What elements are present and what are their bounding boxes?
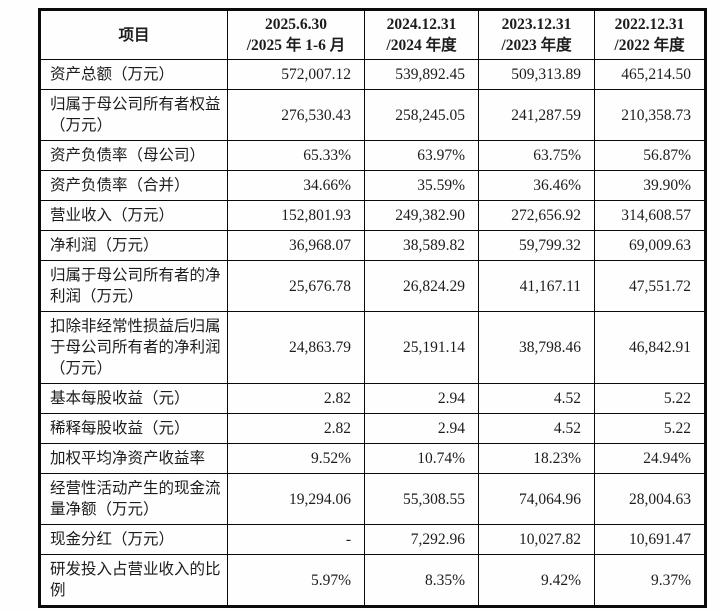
row-value: 9.37% (594, 554, 706, 607)
row-value: 314,608.57 (594, 200, 706, 231)
row-value: 8.35% (364, 554, 479, 607)
row-item-label: 基本每股收益（元） (39, 383, 228, 414)
row-value: 69,009.63 (594, 230, 706, 261)
financial-summary-table-wrap: 项目 2025.6.30 /2025 年 1-6 月 2024.12.31 /2… (38, 8, 707, 608)
table-row: 经营性活动产生的现金流量净额（万元） 19,294.06 55,308.55 74,0… (39, 473, 706, 525)
row-value: 38,589.82 (364, 230, 479, 261)
table-row: 归属于母公司所有者权益（万元） 276,530.43 258,245.05 241,2… (39, 89, 706, 141)
row-value: 47,551.72 (594, 260, 706, 312)
row-value: 55,308.55 (364, 473, 479, 525)
row-value: 10,027.82 (478, 524, 595, 555)
header-period-2025: 2025.6.30 /2025 年 1-6 月 (227, 9, 365, 60)
table-body: 资产总额（万元） 572,007.12 539,892.45 509,313.89 46… (39, 59, 706, 607)
row-value: 36.46% (478, 170, 595, 201)
table-row: 研发投入占营业收入的比例 5.97% 8.35% 9.42% 9.37% (39, 554, 706, 607)
header-period-2024: 2024.12.31 /2024 年度 (364, 9, 479, 60)
row-value: 5.97% (227, 554, 365, 607)
header-period-2022: 2022.12.31 /2022 年度 (594, 9, 706, 60)
row-value: 9.52% (227, 443, 365, 474)
table-row: 加权平均净资产收益率 9.52% 10.74% 18.23% 24.94% (39, 443, 706, 474)
row-value: 59,799.32 (478, 230, 595, 261)
row-value: - (227, 524, 365, 555)
row-value: 9.42% (478, 554, 595, 607)
row-value: 241,287.59 (478, 89, 595, 141)
table-row: 基本每股收益（元） 2.82 2.94 4.52 5.22 (39, 383, 706, 414)
row-value: 24.94% (594, 443, 706, 474)
header-row: 项目 2025.6.30 /2025 年 1-6 月 2024.12.31 /2… (39, 9, 706, 60)
row-value: 74,064.96 (478, 473, 595, 525)
row-value: 5.22 (594, 413, 706, 444)
row-value: 10.74% (364, 443, 479, 474)
row-value: 210,358.73 (594, 89, 706, 141)
row-value: 2.82 (227, 413, 365, 444)
financial-summary-table: 项目 2025.6.30 /2025 年 1-6 月 2024.12.31 /2… (38, 8, 707, 608)
row-item-label: 资产总额（万元） (39, 59, 228, 90)
row-item-label: 归属于母公司所有者权益（万元） (39, 89, 228, 141)
row-value: 7,292.96 (364, 524, 479, 555)
row-value: 65.33% (227, 140, 365, 171)
row-value: 4.52 (478, 413, 595, 444)
row-item-label: 加权平均净资产收益率 (39, 443, 228, 474)
table-row: 稀释每股收益（元） 2.82 2.94 4.52 5.22 (39, 413, 706, 444)
row-value: 56.87% (594, 140, 706, 171)
row-value: 509,313.89 (478, 59, 595, 90)
row-item-label: 现金分红（万元） (39, 524, 228, 555)
row-item-label: 稀释每股收益（元） (39, 413, 228, 444)
row-value: 249,382.90 (364, 200, 479, 231)
header-period-2023: 2023.12.31 /2023 年度 (478, 9, 595, 60)
row-value: 4.52 (478, 383, 595, 414)
row-item-label: 营业收入（万元） (39, 200, 228, 231)
row-value: 46,842.91 (594, 311, 706, 384)
row-value: 63.75% (478, 140, 595, 171)
table-row: 归属于母公司所有者的净利润（万元） 25,676.78 26,824.29 41,16… (39, 260, 706, 312)
row-item-label: 净利润（万元） (39, 230, 228, 261)
row-value: 572,007.12 (227, 59, 365, 90)
table-row: 现金分红（万元） -7,292.96 10,027.82 10,691.47 (39, 524, 706, 555)
row-item-label: 扣除非经常性损益后归属于母公司所有者的净利润（万元） (39, 311, 228, 384)
row-item-label: 归属于母公司所有者的净利润（万元） (39, 260, 228, 312)
row-value: 19,294.06 (227, 473, 365, 525)
row-value: 272,656.92 (478, 200, 595, 231)
header-item-column: 项目 (39, 9, 228, 60)
row-value: 5.22 (594, 383, 706, 414)
row-value: 24,863.79 (227, 311, 365, 384)
row-value: 152,801.93 (227, 200, 365, 231)
table-row: 扣除非经常性损益后归属于母公司所有者的净利润（万元） 24,863.79 25,19… (39, 311, 706, 384)
row-value: 36,968.07 (227, 230, 365, 261)
row-value: 26,824.29 (364, 260, 479, 312)
table-row: 资产负债率（合并） 34.66% 35.59% 36.46% 39.90% (39, 170, 706, 201)
row-item-label: 资产负债率（合并） (39, 170, 228, 201)
row-value: 2.82 (227, 383, 365, 414)
table-row: 营业收入（万元） 152,801.93 249,382.90 272,656.92 31… (39, 200, 706, 231)
row-value: 25,676.78 (227, 260, 365, 312)
row-value: 63.97% (364, 140, 479, 171)
row-value: 34.66% (227, 170, 365, 201)
row-value: 465,214.50 (594, 59, 706, 90)
row-value: 18.23% (478, 443, 595, 474)
row-value: 539,892.45 (364, 59, 479, 90)
table-row: 资产总额（万元） 572,007.12 539,892.45 509,313.89 46… (39, 59, 706, 90)
row-value: 35.59% (364, 170, 479, 201)
row-item-label: 研发投入占营业收入的比例 (39, 554, 228, 607)
row-value: 10,691.47 (594, 524, 706, 555)
table-row: 资产负债率（母公司） 65.33% 63.97% 63.75% 56.87% (39, 140, 706, 171)
row-value: 25,191.14 (364, 311, 479, 384)
row-item-label: 资产负债率（母公司） (39, 140, 228, 171)
row-item-label: 经营性活动产生的现金流量净额（万元） (39, 473, 228, 525)
row-value: 2.94 (364, 383, 479, 414)
row-value: 41,167.11 (478, 260, 595, 312)
row-value: 28,004.63 (594, 473, 706, 525)
row-value: 39.90% (594, 170, 706, 201)
row-value: 276,530.43 (227, 89, 365, 141)
table-row: 净利润（万元） 36,968.07 38,589.82 59,799.32 69,009… (39, 230, 706, 261)
row-value: 38,798.46 (478, 311, 595, 384)
row-value: 2.94 (364, 413, 479, 444)
row-value: 258,245.05 (364, 89, 479, 141)
